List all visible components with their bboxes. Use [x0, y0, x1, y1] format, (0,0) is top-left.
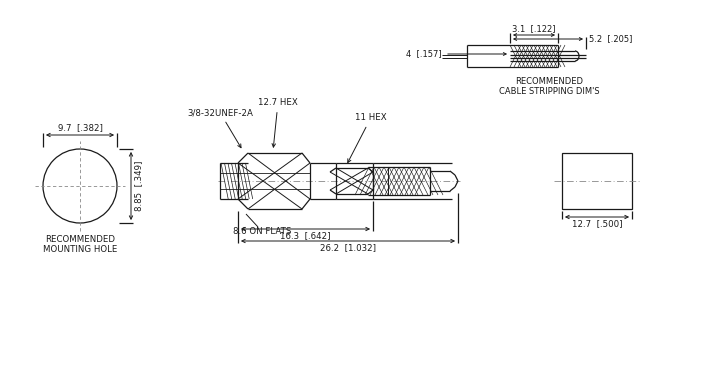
Bar [562, 153, 632, 209]
Text: 4  [.157]: 4 [.157] [406, 50, 442, 59]
Text: 12.7 HEX: 12.7 HEX [258, 98, 298, 147]
Text: RECOMMENDED
MOUNTING HOLE: RECOMMENDED MOUNTING HOLE [42, 235, 117, 255]
Text: 9.7  [.382]: 9.7 [.382] [58, 123, 102, 132]
Text: 8.85  [.349]: 8.85 [.349] [134, 161, 143, 211]
Text: 3.1  [.122]: 3.1 [.122] [512, 24, 556, 33]
Text: 26.2  [1.032]: 26.2 [1.032] [320, 243, 376, 252]
Text: 5.2  [.205]: 5.2 [.205] [589, 34, 632, 43]
Text: RECOMMENDED
CABLE STRIPPING DIM'S: RECOMMENDED CABLE STRIPPING DIM'S [499, 77, 599, 97]
Text: 8.6 ON FLATS: 8.6 ON FLATS [233, 227, 292, 236]
Text: 11 HEX: 11 HEX [348, 113, 387, 163]
Text: 16.3  [.642]: 16.3 [.642] [280, 231, 330, 240]
Text: 3/8-32UNEF-2A: 3/8-32UNEF-2A [187, 108, 253, 148]
Text: 12.7  [.500]: 12.7 [.500] [572, 219, 622, 228]
